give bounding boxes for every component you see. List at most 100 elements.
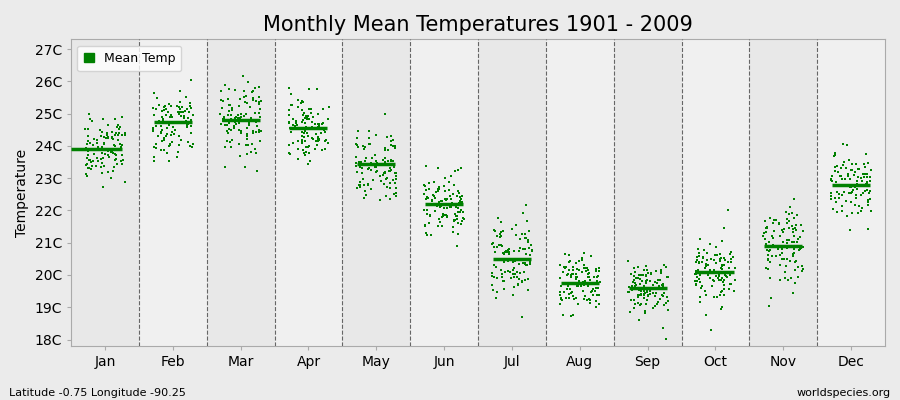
Point: [492, 234, 507, 240]
Point: [432, 186, 446, 193]
Point: [782, 225, 796, 231]
Point: [439, 204, 454, 211]
Point: [252, 98, 266, 105]
Point: [490, 288, 504, 295]
Point: [844, 199, 859, 206]
Point: [518, 262, 533, 268]
Point: [424, 231, 438, 238]
Point: [707, 257, 722, 264]
Point: [429, 189, 444, 195]
Point: [796, 268, 810, 274]
Point: [553, 292, 567, 298]
Point: [418, 187, 433, 194]
Point: [864, 167, 878, 173]
Point: [378, 111, 392, 118]
Point: [655, 292, 670, 298]
Point: [170, 103, 184, 109]
Point: [713, 256, 727, 262]
Bar: [274, 39, 342, 346]
Point: [637, 292, 652, 298]
Point: [77, 126, 92, 132]
Point: [767, 217, 781, 223]
Point: [361, 181, 375, 188]
Point: [243, 116, 257, 123]
Point: [112, 130, 126, 137]
Point: [518, 202, 533, 208]
Point: [115, 152, 130, 158]
Point: [522, 227, 536, 234]
Point: [858, 164, 872, 171]
Point: [446, 229, 461, 236]
Point: [760, 247, 774, 254]
Point: [417, 182, 431, 188]
Point: [495, 243, 509, 249]
Point: [766, 242, 780, 248]
Point: [759, 241, 773, 247]
Point: [81, 111, 95, 117]
Point: [302, 86, 317, 92]
Point: [524, 242, 538, 248]
Point: [86, 163, 100, 170]
Point: [624, 271, 638, 277]
Point: [655, 281, 670, 287]
Point: [714, 306, 728, 312]
Point: [638, 310, 652, 316]
Point: [512, 248, 526, 255]
Point: [519, 218, 534, 224]
Point: [234, 114, 248, 120]
Point: [632, 286, 646, 293]
Point: [523, 256, 537, 263]
Point: [508, 232, 523, 239]
Point: [502, 268, 517, 275]
Point: [87, 136, 102, 143]
Point: [106, 168, 121, 174]
Point: [496, 228, 510, 235]
Point: [108, 132, 122, 139]
Point: [761, 302, 776, 309]
Point: [623, 309, 637, 316]
Point: [442, 179, 456, 186]
Point: [370, 159, 384, 166]
Point: [443, 193, 457, 200]
Point: [101, 152, 115, 158]
Point: [796, 228, 810, 234]
Point: [317, 127, 331, 134]
Point: [639, 272, 653, 278]
Point: [566, 296, 580, 302]
Point: [758, 236, 772, 242]
Point: [383, 168, 398, 174]
Point: [688, 277, 703, 284]
Point: [761, 238, 776, 245]
Point: [564, 289, 579, 296]
Point: [453, 200, 467, 206]
Point: [717, 272, 732, 278]
Point: [224, 112, 238, 118]
Point: [553, 262, 567, 269]
Point: [587, 274, 601, 280]
Point: [513, 236, 527, 242]
Point: [95, 184, 110, 190]
Point: [356, 176, 370, 182]
Point: [355, 164, 369, 171]
Point: [850, 178, 864, 184]
Point: [572, 278, 587, 284]
Point: [780, 237, 795, 243]
Point: [569, 275, 583, 282]
Point: [847, 202, 861, 209]
Point: [794, 222, 808, 228]
Point: [772, 261, 787, 268]
Point: [791, 274, 806, 280]
Point: [638, 300, 652, 307]
Point: [172, 109, 186, 115]
Point: [107, 164, 122, 170]
Point: [379, 176, 393, 183]
Point: [214, 121, 229, 128]
Point: [842, 157, 856, 163]
Point: [310, 131, 324, 138]
Point: [824, 172, 839, 179]
Point: [835, 162, 850, 168]
Point: [842, 183, 857, 189]
Point: [559, 264, 573, 270]
Point: [778, 209, 793, 216]
Point: [626, 279, 640, 286]
